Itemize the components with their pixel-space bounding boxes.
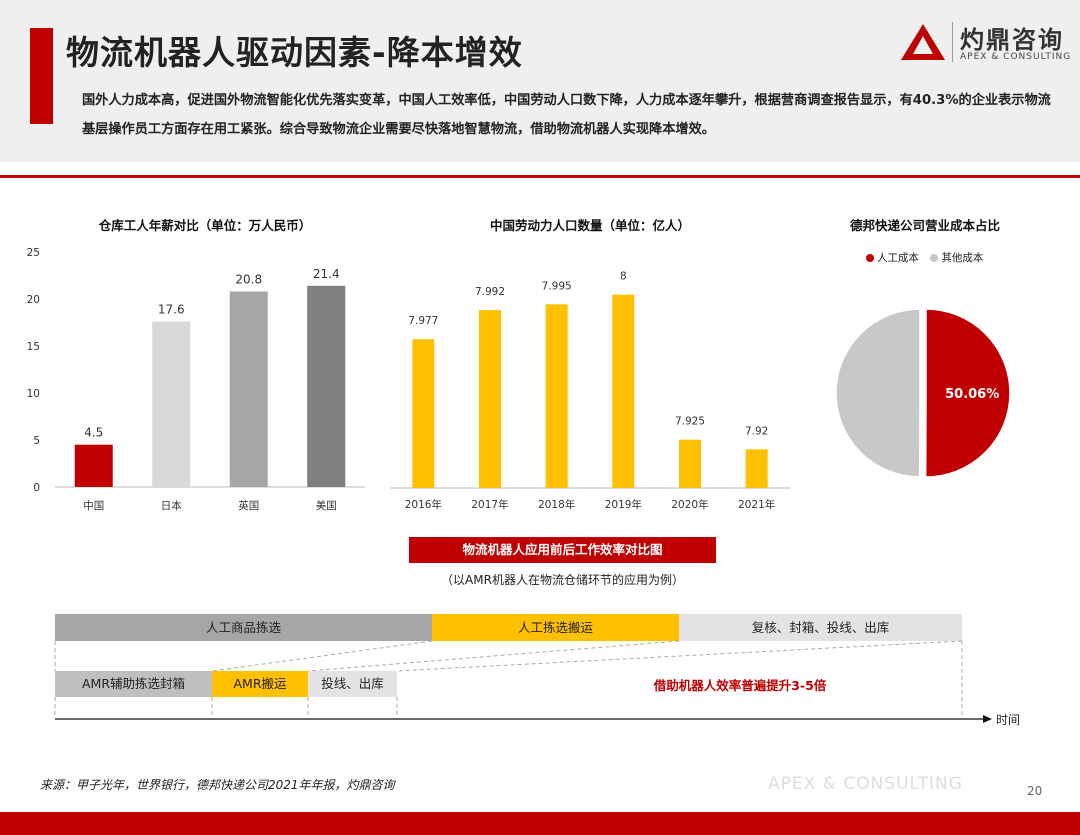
labor-x-tick: 2019年 [605,498,642,511]
salary-x-tick: 英国 [238,499,259,512]
before-segment-other: 复核、封箱、投线、出库 [679,614,962,641]
legend-item-labor: 人工成本 [866,250,919,265]
legend-swatch-other [930,254,939,262]
efficiency-highlight: 借助机器人效率普遍提升3-5倍 [653,678,827,693]
labor-x-tick: 2020年 [671,498,708,511]
chart-cost-legend: 人工成本 其他成本 [866,250,991,265]
chart-cost: 50.06% [835,308,1011,478]
legend-label-labor: 人工成本 [877,252,919,264]
brand-logo: 灼鼎咨询 APEX & CONSULTING [900,20,1070,64]
pie-data-label: 50.06% [945,387,999,402]
salary-bar [307,285,346,487]
labor-x-tick: 2021年 [738,498,775,511]
labor-bar [612,294,635,488]
chart-labor-title: 中国劳动力人口数量（单位：亿人） [489,218,690,233]
labor-data-label: 7.977 [408,315,438,327]
labor-x-tick: 2017年 [471,498,508,511]
legend-swatch-labor [866,254,874,262]
salary-y-tick: 0 [33,482,40,494]
salary-y-tick: 15 [27,341,40,353]
labor-bar [679,439,701,488]
chart-salary-title: 仓库工人年薪对比（单位：万人民币） [98,218,312,233]
labor-x-tick: 2016年 [405,498,442,511]
pie-slice-labor [924,308,1011,478]
source-note: 来源：甲子光年，世界银行，德邦快递公司2021年年报，灼鼎咨询 [40,778,395,792]
time-axis-arrow-icon [983,715,992,723]
time-axis-label: 时间 [996,713,1021,727]
labor-data-label: 7.992 [475,286,505,298]
legend-label-other: 其他成本 [941,252,984,264]
salary-y-tick: 25 [27,247,40,259]
page-title: 物流机器人驱动因素-降本增效 [66,33,523,72]
chart-salary: 0 5 10 15 20 25 4.5 中国 17.6 日本 20.8 英国 21.4 美国 [27,247,365,512]
chart-cost-title: 德邦快递公司营业成本占比 [849,218,1000,233]
salary-bar [74,444,113,487]
logo-separator [952,22,953,62]
comparison-subtitle: （以AMR机器人在物流仓储环节的应用为例） [441,573,684,587]
salary-data-label: 21.4 [313,267,340,281]
salary-y-tick: 20 [27,294,40,306]
salary-bar [152,321,191,487]
before-segment-transport: 人工拣选搬运 [432,614,679,641]
after-segment-amr-transport: AMR搬运 [212,671,308,697]
footer-bar [0,812,1080,835]
salary-bar [229,291,268,487]
salary-data-label: 4.5 [84,426,103,440]
before-segment-picking: 人工商品拣选 [55,614,432,641]
labor-x-tick: 2018年 [538,498,575,511]
page-number: 20 [1027,784,1043,798]
labor-bar [745,449,768,488]
salary-data-label: 17.6 [158,303,185,317]
salary-data-label: 20.8 [235,272,262,286]
labor-bar [479,310,501,488]
labor-data-label: 7.92 [745,425,768,437]
logo-triangle-icon [901,24,945,60]
logo-name-cn: 灼鼎咨询 [960,26,1064,54]
watermark: APEX & CONSULTING [768,774,963,794]
header-band [0,0,1080,162]
header-divider [0,175,1080,178]
after-segment-other: 投线、出库 [308,671,397,697]
title-accent-bar [30,28,53,124]
salary-y-tick: 5 [33,435,40,447]
salary-x-tick: 美国 [316,499,337,512]
chart-labor: 7.977 2016年 7.992 2017年 7.995 2018年 8 2019年 7.92… [390,271,790,511]
labor-bar [545,304,568,488]
labor-data-label: 8 [620,271,627,283]
labor-bar [412,339,435,488]
salary-x-tick: 日本 [161,499,182,512]
pie-slice-other [835,308,921,478]
logo-name-en: APEX & CONSULTING [960,52,1072,62]
intro-paragraph: 国外人力成本高，促进国外物流智能化优先落实变革，中国人工效率低，中国劳动人口数下… [82,93,1051,137]
labor-data-label: 7.925 [675,416,705,428]
salary-x-tick: 中国 [83,499,104,512]
labor-data-label: 7.995 [542,280,572,292]
after-segment-amr-pick: AMR辅助拣选封箱 [55,671,212,697]
comparison-title: 物流机器人应用前后工作效率对比图 [409,537,716,563]
salary-y-tick: 10 [27,388,40,400]
legend-item-other: 其他成本 [930,250,983,265]
